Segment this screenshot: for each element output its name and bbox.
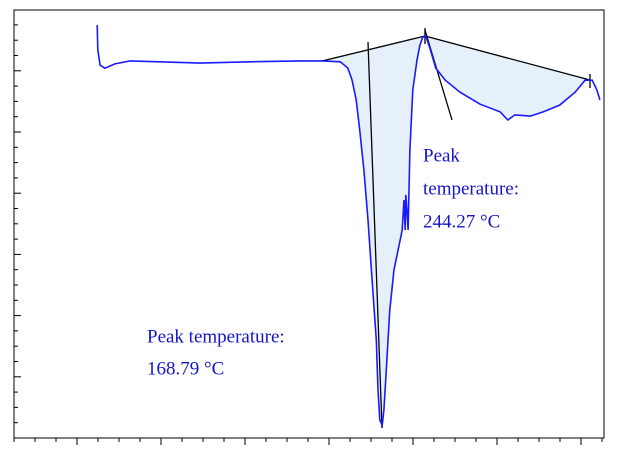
annotation-line: Peak — [423, 145, 460, 166]
curve — [96, 24, 601, 429]
annotation-line: 168.79 °C — [147, 358, 224, 379]
annotation-line: 244.27 °C — [423, 211, 500, 232]
annotations: Peak temperature: 244.27 °C Peak temperatur… — [147, 145, 519, 379]
annotation-line: Peak temperature: — [147, 326, 285, 347]
peak-area — [425, 36, 590, 120]
peak-area — [322, 36, 425, 425]
axis-ticks — [13, 24, 603, 445]
annotation-line: temperature: — [423, 178, 519, 199]
